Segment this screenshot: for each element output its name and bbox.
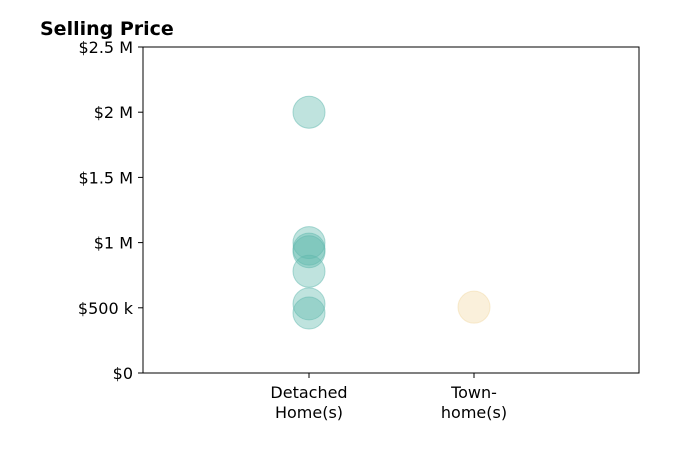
y-tick-label: $0 — [113, 364, 133, 383]
data-point — [292, 287, 326, 321]
x-tick-label: Detached — [270, 383, 347, 402]
x-tick-label: home(s) — [441, 403, 507, 422]
y-tick-label: $2 M — [94, 103, 133, 122]
y-axis: $0 $500 k $1 M $1.5 M $2 M $2.5 M — [78, 38, 143, 383]
y-tick-label: $1.5 M — [78, 168, 133, 187]
y-tick-label: $500 k — [78, 299, 134, 318]
data-point — [292, 95, 326, 129]
data-point — [292, 226, 326, 260]
y-tick-label: $1 M — [94, 234, 133, 253]
x-tick-label: Home(s) — [275, 403, 343, 422]
data-point — [292, 235, 326, 269]
plot-frame — [142, 46, 640, 374]
x-tick-label: Town- — [450, 383, 497, 402]
y-tick-label: $2.5 M — [78, 38, 133, 57]
data-point — [292, 254, 326, 288]
plot-area — [142, 46, 640, 374]
data-point — [457, 290, 491, 324]
data-point — [292, 296, 326, 330]
chart-title: Selling Price — [40, 18, 174, 40]
data-points — [292, 95, 491, 330]
